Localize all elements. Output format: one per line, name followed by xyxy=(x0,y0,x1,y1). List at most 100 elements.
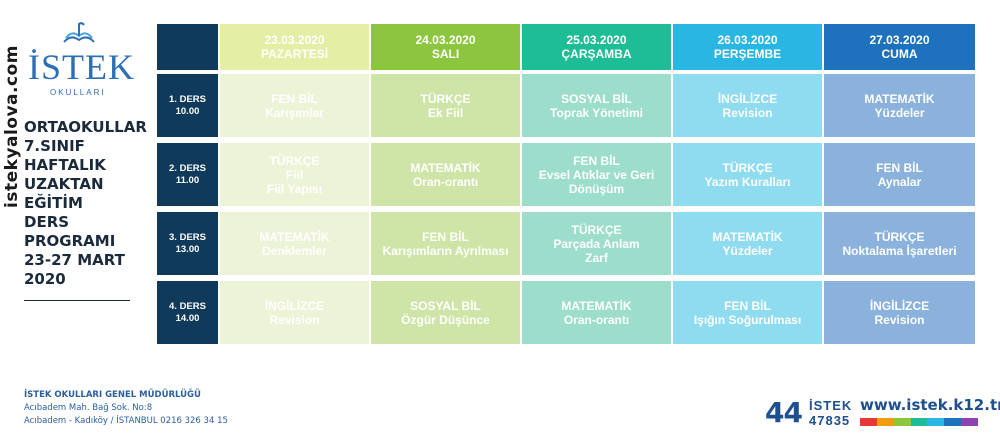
subject: SOSYAL BİL xyxy=(410,298,481,313)
day-name: PERŞEMBE xyxy=(713,47,782,61)
schedule-cell: MATEMATİK Oran-orantı xyxy=(522,281,673,344)
topic: Zarf xyxy=(585,250,608,265)
color-swatch xyxy=(927,418,945,426)
schedule-cell: FEN BİL Aynalar xyxy=(824,143,975,206)
day-date: 26.03.2020 xyxy=(717,33,778,47)
schedule-cell: MATEMATİK Oran-orantı xyxy=(371,143,522,206)
schedule-cell: FEN BİL Karışımların Ayrılması xyxy=(371,212,522,275)
address-line: Acıbadem Mah. Bağ Sok. No:8 xyxy=(24,403,153,413)
subject: TÜRKÇE xyxy=(571,222,622,237)
title-divider xyxy=(24,300,130,301)
subject: FEN BİL xyxy=(422,229,469,244)
color-swatch xyxy=(961,418,979,426)
header-row: 23.03.2020 PAZARTESİ 24.03.2020 SALI 25.… xyxy=(157,24,975,70)
day-header-thursday: 26.03.2020 PERŞEMBE xyxy=(673,24,824,70)
subject: FEN BİL xyxy=(876,160,923,175)
day-header-tuesday: 24.03.2020 SALI xyxy=(371,24,522,70)
topic: Yüzdeler xyxy=(722,243,773,258)
schedule-cell: TÜRKÇE Yazım Kuralları xyxy=(673,143,824,206)
book-swan-icon xyxy=(63,22,95,43)
topic: Ek Fiil xyxy=(427,105,464,120)
topic: Yazım Kuralları xyxy=(704,174,791,189)
day-name: PAZARTESİ xyxy=(260,47,329,61)
lesson-label: 3. DERS xyxy=(169,231,206,243)
footer-address: İSTEK OKULLARI GENEL MÜDÜRLÜĞÜ Acıbadem … xyxy=(24,389,228,428)
day-header-wednesday: 25.03.2020 ÇARŞAMBA xyxy=(522,24,673,70)
topic: Noktalama İşaretleri xyxy=(842,243,957,258)
title-line: EĞİTİM xyxy=(24,194,83,212)
title-line: 7.SINIF xyxy=(24,137,85,155)
topic: Işığın Soğurulması xyxy=(693,312,802,327)
table-row: 1. DERS 10.00 FEN BİL Karışımlar TÜRKÇE … xyxy=(157,74,975,137)
day-name: ÇARŞAMBA xyxy=(561,47,632,61)
topic: Fiil Yapısı xyxy=(266,181,323,196)
topic: Özgür Düşünce xyxy=(401,312,490,327)
lesson-label: 4. DERS xyxy=(169,300,206,312)
schedule-cell: FEN BİL Evsel Atıklar ve Geri Dönüşüm xyxy=(522,143,673,206)
brand-number: 44 xyxy=(765,396,803,429)
day-name: SALI xyxy=(431,47,460,61)
color-swatch xyxy=(910,418,928,426)
schedule-cell: SOSYAL BİL Özgür Düşünce xyxy=(371,281,522,344)
color-bar xyxy=(860,418,979,426)
subject: FEN BİL xyxy=(724,298,771,313)
lesson-cell: 4. DERS 14.00 xyxy=(157,281,220,344)
topic: Karışımlar xyxy=(265,105,324,120)
lesson-time: 10.00 xyxy=(175,105,200,117)
table-row: 2. DERS 11.00 TÜRKÇE Fiil Fiil Yapısı MA… xyxy=(157,143,975,206)
subject: MATEMATİK xyxy=(410,160,481,175)
subject: İNGİLİZCE xyxy=(869,298,930,313)
topic: Revision xyxy=(874,312,925,327)
schedule-cell: İNGİLİZCE Revision xyxy=(673,74,824,137)
schedule-cell: İNGİLİZCE Revision xyxy=(220,281,371,344)
subject: MATEMATİK xyxy=(712,229,783,244)
subject: TÜRKÇE xyxy=(269,153,320,168)
schedule-cell: SOSYAL BİL Toprak Yönetimi xyxy=(522,74,673,137)
day-date: 25.03.2020 xyxy=(566,33,627,47)
schedule-cell: TÜRKÇE Fiil Fiil Yapısı xyxy=(220,143,371,206)
program-title: ORTAOKULLAR 7.SINIF HAFTALIK UZAKTAN EĞİ… xyxy=(24,118,149,289)
brand-phone: 47835 xyxy=(809,413,851,428)
schedule-cell: TÜRKÇE Ek Fiil xyxy=(371,74,522,137)
schedule-cell: TÜRKÇE Parçada Anlam Zarf xyxy=(522,212,673,275)
color-swatch xyxy=(876,418,894,426)
subject: TÜRKÇE xyxy=(420,91,471,106)
istek-logo[interactable]: İSTEK OKULLARI xyxy=(24,20,134,100)
lesson-cell: 2. DERS 11.00 xyxy=(157,143,220,206)
day-date: 23.03.2020 xyxy=(264,33,325,47)
lesson-label: 2. DERS xyxy=(169,162,206,174)
subject: TÜRKÇE xyxy=(722,160,773,175)
title-line: UZAKTAN xyxy=(24,175,104,193)
day-name: CUMA xyxy=(881,47,918,61)
subject: FEN BİL xyxy=(573,153,620,168)
lesson-cell: 3. DERS 13.00 xyxy=(157,212,220,275)
subject: İNGİLİZCE xyxy=(717,91,778,106)
subject: TÜRKÇE xyxy=(874,229,925,244)
brand-name: İSTEK xyxy=(809,398,853,413)
topic: Aynalar xyxy=(877,174,922,189)
lesson-time: 13.00 xyxy=(175,243,200,255)
schedule-cell: MATEMATİK Yüzdeler xyxy=(673,212,824,275)
topic: Toprak Yönetimi xyxy=(550,105,643,120)
lesson-label: 1. DERS xyxy=(169,93,206,105)
topic: Fiil xyxy=(285,167,304,182)
day-date: 24.03.2020 xyxy=(415,33,476,47)
subject: MATEMATİK xyxy=(561,298,632,313)
topic: Parçada Anlam xyxy=(553,236,640,251)
title-line: DERS xyxy=(24,213,70,231)
logo-subtitle: OKULLARI xyxy=(50,88,106,97)
topic: Karışımların Ayrılması xyxy=(382,243,509,258)
schedule-cell: MATEMATİK Yüzdeler xyxy=(824,74,975,137)
subject: İNGİLİZCE xyxy=(264,298,325,313)
topic: Evsel Atıklar ve Geri Dönüşüm xyxy=(538,167,655,196)
topic: Revision xyxy=(722,105,773,120)
website-link[interactable]: www.istek.k12.tr xyxy=(860,396,1000,414)
subject: MATEMATİK xyxy=(864,91,935,106)
topic: Yüzdeler xyxy=(874,105,925,120)
org-name: İSTEK OKULLARI GENEL MÜDÜRLÜĞÜ xyxy=(24,390,201,400)
topic: Oran-orantı xyxy=(563,312,630,327)
schedule-cell: FEN BİL Karışımlar xyxy=(220,74,371,137)
lesson-time: 14.00 xyxy=(175,312,200,324)
color-swatch xyxy=(893,418,911,426)
color-swatch xyxy=(860,418,877,426)
